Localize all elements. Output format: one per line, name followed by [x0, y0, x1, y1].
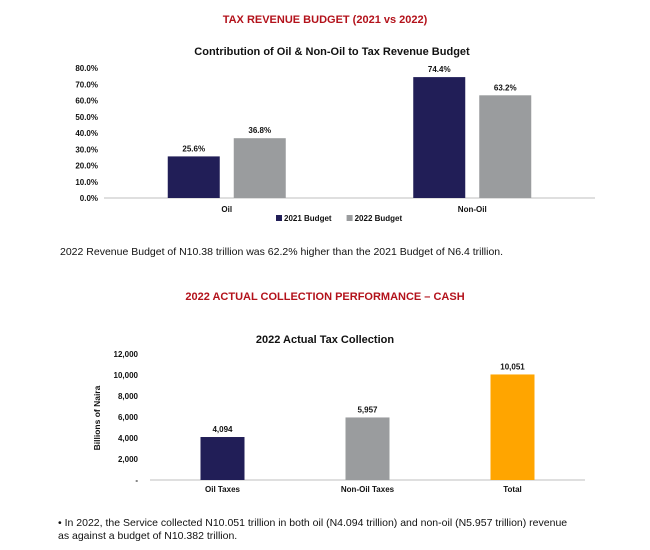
bar [345, 417, 390, 480]
data-label: 25.6% [182, 144, 205, 153]
chart-title: 2022 Actual Tax Collection [256, 334, 394, 346]
y-tick-label: 12,000 [114, 350, 139, 359]
legend-swatch [346, 215, 353, 221]
data-label: 5,957 [357, 405, 378, 414]
y-tick-label: 10,000 [114, 371, 139, 380]
y-tick-label: 80.0% [75, 64, 98, 73]
y-tick-label: 30.0% [75, 145, 98, 154]
legend-label: 2022 Budget [355, 214, 403, 223]
y-tick-label: 70.0% [75, 80, 98, 89]
bar [490, 374, 535, 480]
category-label: Oil Taxes [205, 485, 241, 494]
bar [233, 138, 286, 198]
category-label: Oil [221, 205, 232, 214]
bar [479, 95, 532, 198]
budget-contribution-chart: Contribution of Oil & Non-Oil to Tax Rev… [75, 46, 595, 223]
category-label: Non-Oil Taxes [341, 485, 395, 494]
budget-summary-note: 2022 Revenue Budget of N10.38 trillion w… [60, 246, 504, 258]
chart-title: Contribution of Oil & Non-Oil to Tax Rev… [194, 46, 470, 58]
legend-swatch [276, 215, 282, 221]
data-label: 10,051 [500, 362, 525, 371]
y-tick-label: 60.0% [75, 97, 98, 106]
data-label: 36.8% [248, 126, 271, 135]
y-tick-label: 4,000 [118, 434, 139, 443]
y-tick-label: 10.0% [75, 178, 98, 187]
data-label: 74.4% [428, 65, 451, 74]
y-tick-label: 6,000 [118, 413, 139, 422]
section-heading-budget: TAX REVENUE BUDGET (2021 vs 2022) [222, 14, 428, 26]
y-tick-label: 40.0% [75, 129, 98, 138]
y-tick-label: 0.0% [80, 194, 98, 203]
bar [167, 156, 220, 198]
legend-label: 2021 Budget [284, 214, 332, 223]
y-axis-title: Billions of Naira [92, 385, 102, 450]
category-label: Total [503, 485, 522, 494]
y-tick-label: 8,000 [118, 392, 139, 401]
data-label: 4,094 [212, 425, 233, 434]
y-tick-label: 20.0% [75, 162, 98, 171]
actual-collection-chart: 2022 Actual Tax Collection - 2,000 4,000 6,0… [92, 334, 585, 494]
bar [413, 77, 466, 198]
y-tick-label: - [135, 476, 138, 485]
category-label: Non-Oil [458, 205, 487, 214]
collection-summary-note: • In 2022, the Service collected N10.051… [58, 517, 568, 542]
bar [200, 437, 245, 480]
data-label: 63.2% [494, 83, 517, 92]
section-heading-collection: 2022 ACTUAL COLLECTION PERFORMANCE – CAS… [185, 291, 465, 303]
y-tick-label: 2,000 [118, 455, 139, 464]
y-tick-label: 50.0% [75, 113, 98, 122]
